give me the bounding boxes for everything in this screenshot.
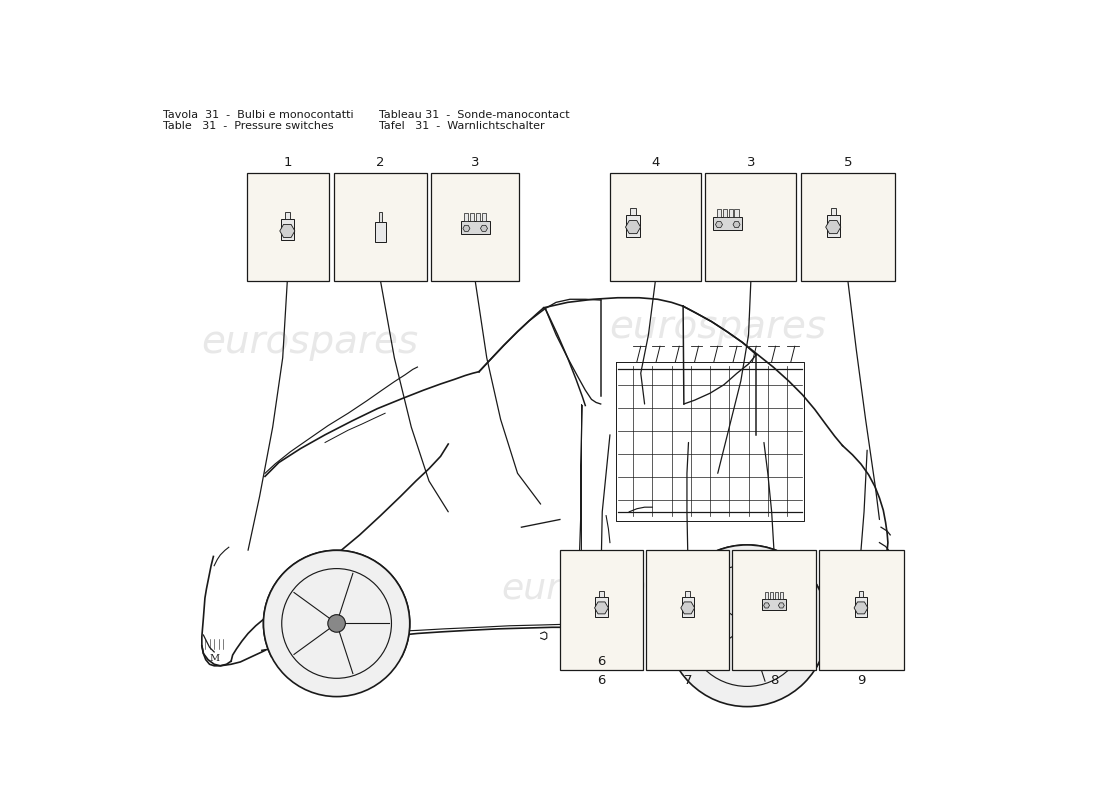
Bar <box>482 213 486 221</box>
Bar <box>280 219 294 240</box>
Text: 1: 1 <box>283 156 292 169</box>
Bar <box>609 173 701 281</box>
Polygon shape <box>826 221 840 234</box>
Text: 3: 3 <box>747 156 755 169</box>
Bar <box>246 173 329 281</box>
Text: Tableau 31  -  Sonde-manocontact: Tableau 31 - Sonde-manocontact <box>378 110 570 120</box>
Polygon shape <box>763 603 770 608</box>
Bar <box>858 590 864 597</box>
Polygon shape <box>481 226 487 231</box>
Bar <box>705 173 796 281</box>
Bar <box>431 173 519 281</box>
Bar <box>717 209 720 217</box>
Bar <box>830 208 836 215</box>
Text: eurospares: eurospares <box>502 572 703 606</box>
Text: 8: 8 <box>770 674 778 686</box>
Bar <box>764 592 768 599</box>
Polygon shape <box>681 602 694 614</box>
Text: eurospares: eurospares <box>201 323 418 362</box>
Bar <box>285 212 290 219</box>
Bar <box>761 599 786 610</box>
Text: 6: 6 <box>597 655 606 668</box>
Bar <box>682 597 694 617</box>
Bar <box>801 173 894 281</box>
Text: 5: 5 <box>844 156 852 169</box>
Text: 9: 9 <box>857 674 866 686</box>
Text: 2: 2 <box>376 156 385 169</box>
Bar <box>595 597 607 617</box>
Bar <box>685 590 690 597</box>
Circle shape <box>328 614 345 632</box>
Bar <box>780 592 783 599</box>
Bar <box>774 592 778 599</box>
Polygon shape <box>779 603 784 608</box>
Bar <box>646 550 729 670</box>
Bar <box>470 213 474 221</box>
Polygon shape <box>733 222 740 227</box>
Bar <box>723 209 727 217</box>
Bar <box>855 597 867 617</box>
Polygon shape <box>854 602 868 614</box>
Bar <box>735 209 738 217</box>
Text: eurospares: eurospares <box>609 308 826 346</box>
Bar <box>375 222 386 242</box>
Bar <box>728 209 733 217</box>
Bar <box>626 215 640 237</box>
Text: 3: 3 <box>471 156 480 169</box>
Bar <box>770 592 773 599</box>
Circle shape <box>667 545 828 706</box>
Circle shape <box>264 550 409 697</box>
Bar <box>334 173 427 281</box>
Bar <box>630 208 636 215</box>
Bar <box>464 213 469 221</box>
Polygon shape <box>279 225 295 238</box>
Text: 6: 6 <box>597 674 606 686</box>
Text: Tavola  31  -  Bulbi e monocontatti: Tavola 31 - Bulbi e monocontatti <box>163 110 354 120</box>
Text: M: M <box>209 654 219 662</box>
Bar <box>826 215 840 237</box>
Bar <box>733 550 815 670</box>
Bar <box>560 550 643 670</box>
Text: Table   31  -  Pressure switches: Table 31 - Pressure switches <box>163 122 334 131</box>
Bar <box>818 550 904 670</box>
Circle shape <box>737 616 757 635</box>
Bar <box>600 590 604 597</box>
Bar <box>378 212 383 222</box>
Polygon shape <box>463 226 470 231</box>
Text: 4: 4 <box>651 156 660 169</box>
Bar <box>476 213 481 221</box>
Polygon shape <box>715 222 723 227</box>
Bar <box>713 217 743 230</box>
Polygon shape <box>595 602 608 614</box>
Text: Tafel   31  -  Warnlichtschalter: Tafel 31 - Warnlichtschalter <box>378 122 544 131</box>
Text: 7: 7 <box>683 674 692 686</box>
Bar <box>461 221 490 234</box>
Polygon shape <box>626 221 640 234</box>
